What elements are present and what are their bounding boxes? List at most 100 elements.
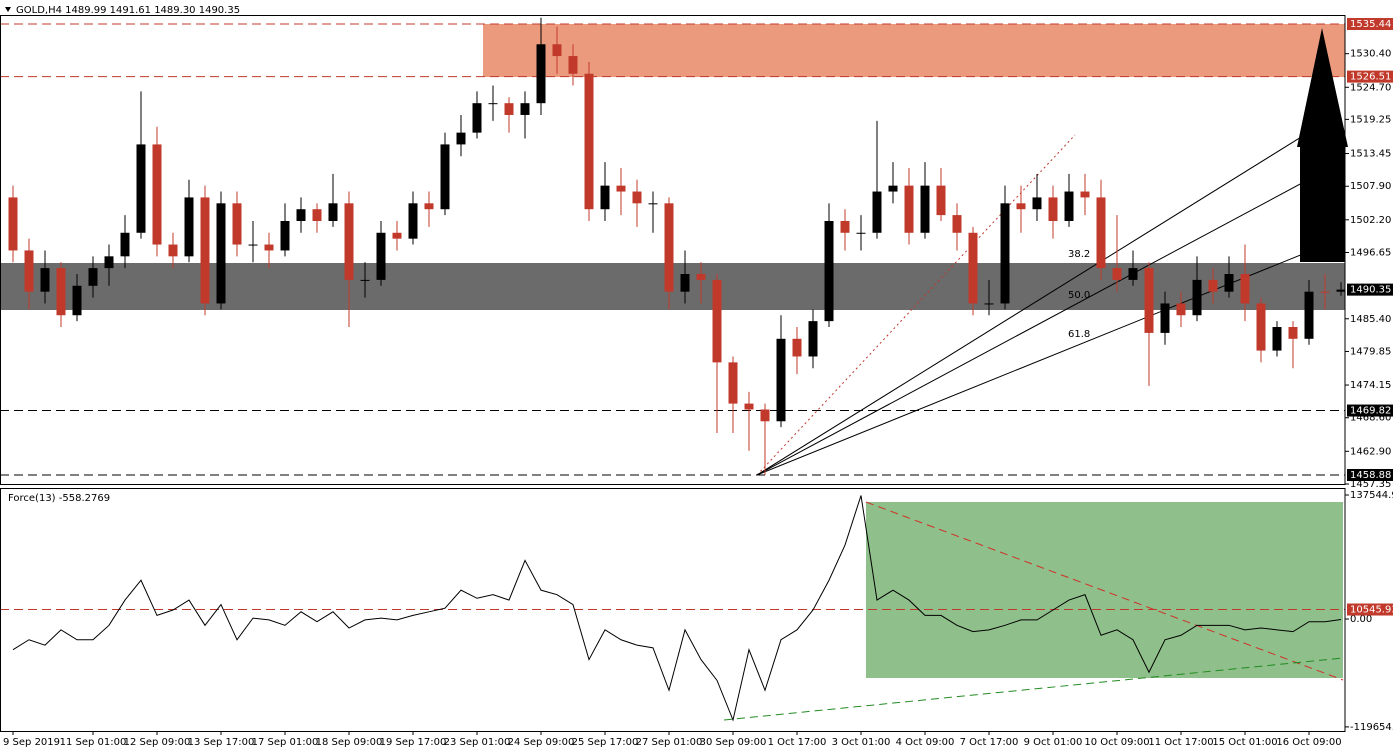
x-tick-label: 23 Sep 01:00 [444, 737, 511, 748]
candle-body [1032, 197, 1042, 210]
candle-body [920, 185, 930, 233]
level-label-bg [1347, 18, 1393, 31]
y-tick-label: 1468.60 [1350, 413, 1391, 424]
candle-body [344, 203, 354, 280]
candle-body [1080, 191, 1090, 198]
candle-body [568, 56, 578, 74]
candle-body [1208, 279, 1218, 292]
candle-body [664, 203, 674, 292]
x-tick-label: 16 Oct 09:00 [1276, 737, 1341, 748]
force-frame [0, 488, 1346, 732]
price-label-bg [1347, 283, 1393, 296]
x-tick-label: 4 Oct 09:00 [896, 737, 955, 748]
candle-body [792, 338, 802, 357]
candle-body [280, 220, 290, 251]
candle-body [840, 220, 850, 233]
y-tick-label: 1457.35 [1350, 479, 1391, 490]
candle-body [1096, 197, 1106, 269]
fan-line [756, 115, 1336, 476]
candle-body [1176, 303, 1186, 316]
candle-body [648, 203, 658, 205]
level-label: 1535.44 [1350, 19, 1391, 30]
x-tick-label: 24 Sep 09:00 [508, 737, 575, 748]
candle-body [968, 232, 978, 304]
force-trend-down [865, 501, 1344, 681]
candle-body [1048, 197, 1058, 221]
y-tick-label: 0.00 [1350, 614, 1372, 625]
y-tick-label: 1479.85 [1350, 346, 1391, 357]
y-tick-label: 1513.45 [1350, 149, 1391, 160]
candle-body [264, 244, 274, 251]
fan-line [756, 159, 1346, 476]
candle-body [232, 203, 242, 245]
candle-body [744, 403, 754, 410]
indicator-title: Force(13) -558.2769 [8, 493, 110, 504]
candle-body [1272, 327, 1282, 351]
level-label: 10545.93 [1350, 605, 1393, 616]
candle-body [104, 256, 114, 269]
level-label-bg [1347, 603, 1393, 616]
level-label-bg [1347, 404, 1393, 417]
candle-body [1064, 191, 1074, 221]
candle-body [536, 44, 546, 104]
x-tick-label: 17 Sep 01:00 [252, 737, 319, 748]
candle-body [472, 103, 482, 133]
chart-title: GOLD,H4 1489.99 1491.61 1489.30 1490.35 [16, 5, 240, 16]
x-tick-label: 1 Oct 17:00 [768, 737, 827, 748]
candle-body [248, 244, 258, 246]
force-zone [866, 502, 1343, 678]
x-tick-label: 3 Oct 01:00 [832, 737, 891, 748]
x-tick-label: 19 Sep 17:00 [380, 737, 447, 748]
candle-body [936, 185, 946, 216]
candle-body [136, 144, 146, 233]
candle-body [1192, 279, 1202, 316]
price-label: 1490.35 [1350, 285, 1391, 296]
candle-body [600, 185, 610, 210]
candle-body [824, 220, 834, 322]
candle-body [1336, 289, 1346, 292]
candle-body [408, 203, 418, 239]
x-tick-label: 12 Sep 09:00 [124, 737, 191, 748]
x-tick-label: 10 Oct 09:00 [1084, 737, 1149, 748]
y-tick-label: 1502.20 [1350, 215, 1391, 226]
level-label-bg [1347, 70, 1393, 83]
x-tick-label: 15 Oct 01:00 [1212, 737, 1277, 748]
y-tick-label: 1485.40 [1350, 314, 1391, 325]
level-label-bg [1347, 468, 1393, 481]
arrow-shaft [1300, 146, 1345, 262]
y-tick-label: -119654.7 [1350, 722, 1393, 733]
candle-body [696, 274, 706, 280]
x-tick-label: 18 Sep 09:00 [316, 737, 383, 748]
candle-body [120, 232, 130, 257]
candle-body [888, 185, 898, 192]
candle-body [760, 409, 770, 422]
candle-body [680, 274, 690, 292]
candle-body [328, 203, 338, 221]
candle-body [1016, 203, 1026, 210]
candle-body [712, 279, 722, 363]
candle-body [1000, 203, 1010, 304]
x-tick-label: 13 Sep 17:00 [188, 737, 255, 748]
level-label: 1469.82 [1350, 406, 1391, 417]
candle-body [56, 268, 66, 316]
y-tick-label: 137544.93 [1350, 490, 1393, 501]
candle-body [520, 103, 530, 115]
level-label: 1458.88 [1350, 470, 1391, 481]
menu-triangle [5, 7, 11, 12]
candle-body [424, 203, 434, 210]
candle-body [984, 303, 994, 305]
candle-body [312, 209, 322, 221]
candle-body [488, 103, 498, 105]
candle-body [1144, 268, 1154, 333]
candle-body [856, 232, 866, 234]
candle-body [1112, 268, 1122, 280]
candle-body [1224, 274, 1234, 292]
x-tick-label: 9 Sep 2019 [3, 737, 60, 748]
x-tick-label: 7 Oct 17:00 [960, 737, 1019, 748]
candle-body [1160, 303, 1170, 333]
x-tick-label: 30 Sep 09:00 [700, 737, 767, 748]
candle-body [552, 44, 562, 57]
candle-body [440, 144, 450, 210]
